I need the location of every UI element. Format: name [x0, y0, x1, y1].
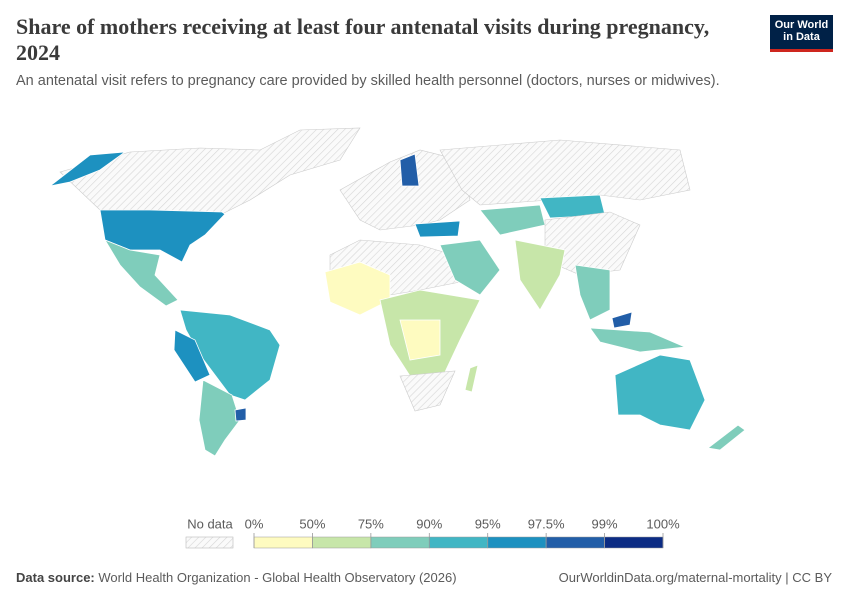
footer-source: Data source: World Health Organization -…	[16, 570, 457, 585]
logo: Our World in Data	[770, 15, 833, 52]
region	[59, 127, 361, 215]
region	[439, 139, 691, 206]
legend-bin	[487, 536, 547, 549]
region	[49, 151, 127, 187]
logo-line: in Data	[783, 31, 820, 43]
footer-url: OurWorldinData.org/maternal-mortality | …	[558, 570, 832, 585]
region	[399, 319, 441, 361]
legend-tick-label: 50%	[299, 516, 325, 531]
legend-bin	[312, 536, 372, 549]
legend: No data 0% 50% 75% 90% 95% 97.5% 99% 100%	[185, 516, 680, 549]
region	[339, 149, 471, 231]
legend-bin	[370, 536, 430, 549]
logo-line: Our World	[774, 19, 829, 31]
legend-tick-label: 100%	[646, 516, 680, 531]
region	[614, 354, 706, 431]
region	[479, 204, 546, 236]
region	[234, 407, 247, 422]
legend-bin	[604, 536, 664, 549]
region	[439, 239, 501, 296]
region	[514, 239, 566, 311]
legend-no-data-swatch	[185, 536, 234, 549]
region	[399, 370, 456, 412]
legend-tick-label: 90%	[416, 516, 442, 531]
source: World Health Organization - Global Healt…	[98, 570, 457, 585]
region	[611, 311, 633, 329]
region	[414, 220, 461, 238]
legend-tick-label: 95%	[475, 516, 501, 531]
source-label: Data source:	[16, 570, 95, 585]
world-map	[49, 127, 746, 457]
region	[464, 364, 479, 393]
legend-tick-label: 97.5%	[528, 516, 565, 531]
legend-bin	[545, 536, 605, 549]
title: Share of mothers receiving at least four…	[16, 14, 710, 65]
legend-tick-label: 0%	[245, 516, 264, 531]
legend-no-data-label: No data	[187, 516, 233, 531]
legend-bin	[253, 536, 313, 549]
region	[574, 264, 611, 321]
region	[399, 153, 420, 187]
region	[589, 327, 687, 353]
subtitle: An antenatal visit refers to pregnancy c…	[16, 73, 720, 89]
legend-tick-label: 99%	[592, 516, 618, 531]
region	[707, 424, 746, 451]
region	[198, 379, 241, 457]
region	[104, 239, 179, 307]
legend-bin	[429, 536, 488, 549]
legend-tick-label: 75%	[358, 516, 384, 531]
region	[173, 329, 211, 383]
